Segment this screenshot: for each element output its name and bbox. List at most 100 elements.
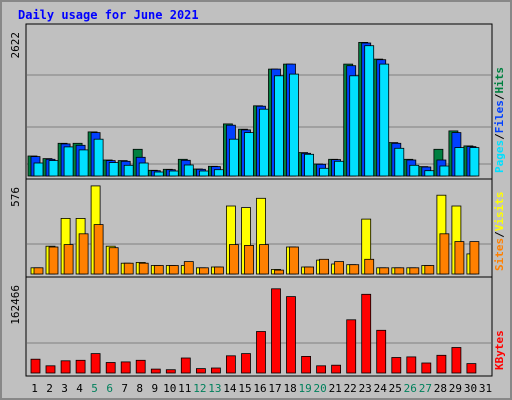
bar-pages-day-24: [379, 63, 390, 177]
bar-kbytes-day-20: [316, 365, 327, 374]
x-tick-day-22: 22: [344, 382, 357, 395]
bar-kbytes-day-21: [331, 364, 342, 374]
legend-item-sites: Sites: [493, 238, 506, 271]
bar-kbytes-day-6: [105, 362, 116, 374]
x-tick-day-27: 27: [419, 382, 432, 395]
bar-sites-day-9: [153, 265, 164, 275]
bar-kbytes-day-28: [436, 354, 447, 374]
bar-sites-day-16: [259, 244, 269, 275]
bar-sites-day-7: [123, 262, 134, 275]
bar-sites-day-21: [334, 261, 345, 275]
ymax-label-hits: 2622: [9, 32, 22, 59]
bar-kbytes-day-26: [406, 356, 417, 374]
bar-pages-day-7: [123, 164, 134, 177]
x-tick-day-28: 28: [434, 382, 447, 395]
bar-kbytes-day-29: [451, 347, 462, 374]
bar-kbytes-day-12: [195, 368, 206, 374]
bar-sites-day-23: [364, 258, 375, 275]
bar-sites-day-19: [304, 266, 315, 275]
bar-pages-day-29: [454, 147, 465, 177]
x-tick-day-19: 19: [298, 382, 311, 395]
x-tick-day-31: 31: [479, 382, 492, 395]
bar-sites-day-20: [319, 258, 330, 275]
bar-pages-day-19: [304, 153, 315, 177]
x-tick-day-8: 8: [136, 382, 143, 395]
bar-pages-day-5: [93, 138, 104, 177]
bar-kbytes-day-27: [421, 362, 432, 374]
bar-pages-day-8: [138, 162, 149, 177]
x-tick-day-29: 29: [449, 382, 462, 395]
legend-item-files: Files: [493, 100, 506, 133]
x-tick-day-11: 11: [178, 382, 191, 395]
bar-sites-day-10: [168, 265, 179, 275]
x-tick-day-7: 7: [121, 382, 128, 395]
x-tick-day-21: 21: [329, 382, 342, 395]
bar-sites-day-15: [244, 244, 254, 275]
bar-sites-day-29: [454, 241, 465, 275]
bar-pages-day-20: [319, 167, 330, 177]
bar-kbytes-day-30: [466, 363, 477, 374]
x-tick-day-26: 26: [404, 382, 417, 395]
bar-kbytes-day-4: [75, 359, 86, 374]
bar-pages-day-9: [153, 171, 164, 177]
x-tick-day-14: 14: [223, 382, 237, 395]
bar-kbytes-day-3: [60, 360, 71, 374]
bar-pages-day-4: [78, 149, 89, 177]
bar-sites-day-14: [228, 244, 239, 275]
legend-item-visits: Visits: [493, 192, 506, 232]
bar-kbytes-day-25: [391, 357, 402, 374]
bar-pages-day-17: [274, 75, 284, 177]
bar-sites-day-18: [289, 246, 299, 275]
legend-item-hits: Hits: [493, 67, 506, 94]
x-tick-day-2: 2: [46, 382, 53, 395]
bar-pages-day-3: [63, 146, 74, 177]
ymax-label-kbytes: 162466: [9, 285, 22, 325]
bar-kbytes-day-22: [346, 319, 357, 374]
x-tick-day-1: 1: [31, 382, 38, 395]
x-tick-day-15: 15: [238, 382, 251, 395]
bar-pages-day-6: [108, 162, 119, 177]
bar-sites-day-17: [274, 269, 284, 275]
legend-kbytes: KBytes: [493, 330, 506, 370]
bar-kbytes-day-11: [180, 357, 191, 374]
x-tick-day-25: 25: [389, 382, 402, 395]
bar-sites-day-8: [138, 262, 149, 275]
bar-pages-day-28: [439, 165, 450, 177]
bar-kbytes-day-10: [165, 369, 176, 374]
chart-title: Daily usage for June 2021: [18, 8, 199, 22]
bar-sites-day-6: [108, 247, 119, 275]
bar-pages-day-22: [349, 75, 360, 177]
bar-sites-day-26: [409, 267, 420, 275]
x-tick-day-23: 23: [359, 382, 372, 395]
bar-pages-day-14: [228, 138, 239, 177]
bar-sites-day-1: [33, 267, 44, 275]
bar-sites-day-25: [394, 267, 405, 275]
bar-kbytes-day-13: [210, 367, 221, 374]
x-tick-day-5: 5: [91, 382, 98, 395]
x-tick-day-20: 20: [313, 382, 326, 395]
bar-pages-day-27: [424, 170, 435, 177]
bar-kbytes-day-17: [271, 288, 281, 374]
bar-pages-day-21: [334, 160, 345, 177]
bar-pages-day-11: [183, 164, 194, 177]
bar-pages-day-30: [469, 147, 480, 177]
bar-pages-day-1: [33, 162, 44, 177]
bar-kbytes-day-1: [30, 358, 41, 374]
x-tick-day-10: 10: [163, 382, 176, 395]
legend-hits: Pages/Files/Hits: [493, 67, 506, 173]
bar-sites-day-3: [63, 244, 74, 275]
bar-pages-day-23: [364, 45, 375, 177]
x-tick-day-9: 9: [151, 382, 158, 395]
bar-kbytes-day-8: [135, 359, 146, 374]
bar-kbytes-day-9: [150, 368, 161, 374]
x-tick-day-30: 30: [464, 382, 477, 395]
bar-sites-day-13: [213, 266, 224, 275]
bar-sites-day-27: [424, 265, 435, 275]
bar-pages-day-10: [168, 170, 179, 177]
x-tick-day-17: 17: [268, 382, 281, 395]
bar-kbytes-day-15: [241, 353, 251, 374]
bar-pages-day-25: [394, 147, 405, 177]
bar-sites-day-5: [93, 224, 104, 275]
legend-item-sep: /: [493, 93, 506, 100]
